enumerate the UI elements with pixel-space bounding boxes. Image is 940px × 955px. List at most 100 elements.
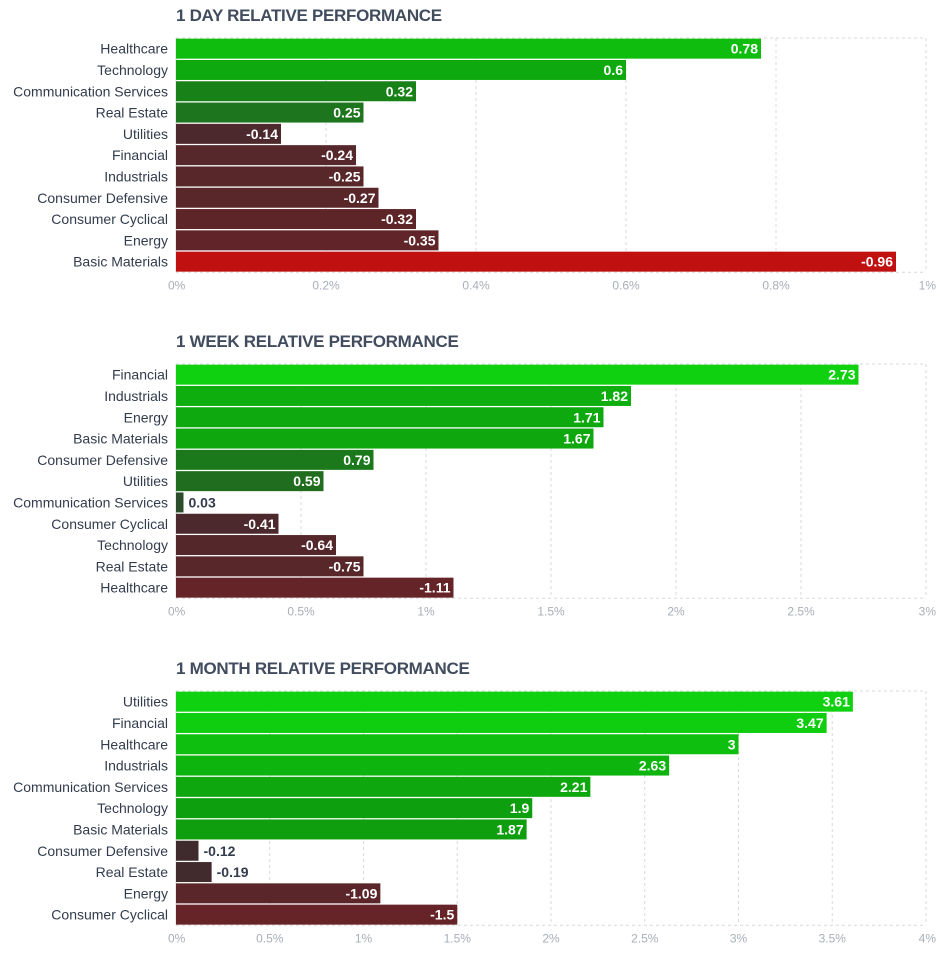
1week-bar <box>176 428 594 449</box>
1week-bar <box>176 577 454 598</box>
chart-panel-1day: 1 DAY RELATIVE PERFORMANCE Healthcare 0.7… <box>0 6 940 302</box>
1week-category-label: Energy <box>124 409 168 425</box>
1month-bar <box>176 904 458 925</box>
1day-category-label: Consumer Defensive <box>37 190 168 206</box>
1week-bar <box>176 449 374 470</box>
1week-value-label: 2.73 <box>828 367 855 383</box>
1day-bar <box>176 38 761 59</box>
1month-category-label: Consumer Cyclical <box>51 907 168 923</box>
1week-category-label: Basic Materials <box>73 431 168 447</box>
1week-tick-label: 2% <box>667 604 685 618</box>
1month-bar <box>176 755 670 776</box>
1week-bar <box>176 385 631 406</box>
1week-category-label: Industrials <box>104 388 168 404</box>
1week-value-label: -0.75 <box>329 558 361 574</box>
1day-category-label: Technology <box>97 62 168 78</box>
1day-bar <box>176 59 626 80</box>
1month-value-label: 3 <box>728 736 736 752</box>
1week-category-label: Healthcare <box>100 580 168 596</box>
chart-title-1week: 1 WEEK RELATIVE PERFORMANCE <box>176 332 459 351</box>
1week-bar <box>176 471 324 492</box>
1month-tick-label: 2% <box>542 931 560 945</box>
1week-value-label: -0.64 <box>301 537 333 553</box>
1month-tick-label: 2.5% <box>631 931 659 945</box>
chart-1day: Healthcare 0.78 Technology 0.6 Communication… <box>13 37 936 292</box>
1day-bar <box>176 209 416 230</box>
1month-tick-label: 4% <box>919 931 937 945</box>
1week-tick-label: 1.5% <box>537 604 565 618</box>
1week-value-label: 1.71 <box>573 409 600 425</box>
1day-tick-label: 0.6% <box>612 278 640 292</box>
1month-tick-label: 1% <box>355 931 373 945</box>
1week-category-label: Financial <box>112 367 168 383</box>
1month-category-label: Communication Services <box>13 779 168 795</box>
1month-value-label: -1.5 <box>430 907 454 923</box>
1week-bar <box>176 364 859 385</box>
1month-tick-label: 0% <box>168 931 186 945</box>
1month-bar <box>176 862 212 883</box>
1week-tick-label: 0.5% <box>287 604 315 618</box>
1month-tick-label: 3% <box>730 931 748 945</box>
1day-value-label: 0.6 <box>604 62 624 78</box>
1week-value-label: 1.67 <box>563 431 590 447</box>
1day-bar <box>176 166 364 187</box>
1month-value-label: -1.09 <box>345 885 377 901</box>
1day-value-label: -0.27 <box>344 190 376 206</box>
1month-bar <box>176 712 827 733</box>
1day-value-label: -0.25 <box>329 168 361 184</box>
1day-value-label: -0.35 <box>404 232 436 248</box>
1day-category-label: Financial <box>112 147 168 163</box>
1day-category-label: Utilities <box>123 126 168 142</box>
1month-bar <box>176 819 527 840</box>
1month-value-label: 2.21 <box>560 779 587 795</box>
1month-category-label: Industrials <box>104 758 168 774</box>
1week-category-label: Consumer Defensive <box>37 452 168 468</box>
1week-tick-label: 2.5% <box>787 604 815 618</box>
1month-category-label: Healthcare <box>100 736 168 752</box>
1week-bar <box>176 513 279 534</box>
chart-panel-1week: 1 WEEK RELATIVE PERFORMANCE Financial 2.7… <box>0 332 940 628</box>
1month-category-label: Energy <box>124 885 168 901</box>
1month-category-label: Real Estate <box>96 864 169 880</box>
1week-category-label: Communication Services <box>13 494 168 510</box>
1day-bar <box>176 187 379 208</box>
1day-category-label: Consumer Cyclical <box>51 211 168 227</box>
1week-category-label: Utilities <box>123 473 168 489</box>
1month-value-label: -0.19 <box>217 864 249 880</box>
1month-bar <box>176 734 739 755</box>
1day-bar <box>176 145 356 166</box>
1month-value-label: 3.47 <box>796 715 823 731</box>
1day-category-label: Industrials <box>104 168 168 184</box>
chart-title-1month: 1 MONTH RELATIVE PERFORMANCE <box>176 659 470 678</box>
1week-tick-label: 3% <box>919 604 937 618</box>
1day-tick-label: 0.4% <box>462 278 490 292</box>
1month-bar <box>176 776 591 797</box>
1week-bar <box>176 556 364 577</box>
chart-panel-1month: 1 MONTH RELATIVE PERFORMANCE Utilities 3.… <box>0 659 940 955</box>
1day-bar <box>176 230 439 251</box>
1month-value-label: 1.9 <box>510 800 530 816</box>
1day-tick-label: 0% <box>168 278 186 292</box>
1day-category-label: Basic Materials <box>73 254 168 270</box>
1month-bar <box>176 691 853 712</box>
1day-bar <box>176 102 364 123</box>
1week-value-label: 0.03 <box>189 494 216 510</box>
1day-category-label: Energy <box>124 232 168 248</box>
1day-value-label: -0.24 <box>321 147 353 163</box>
1month-category-label: Basic Materials <box>73 821 168 837</box>
1day-value-label: -0.32 <box>381 211 413 227</box>
1month-category-label: Utilities <box>123 694 168 710</box>
1week-bar <box>176 407 604 428</box>
1day-bar <box>176 251 896 272</box>
1day-tick-label: 0.8% <box>762 278 790 292</box>
1month-category-label: Financial <box>112 715 168 731</box>
1day-bar <box>176 81 416 102</box>
1day-bar <box>176 123 281 144</box>
1day-tick-label: 0.2% <box>312 278 340 292</box>
1week-category-label: Real Estate <box>96 558 169 574</box>
chart-1week: Financial 2.73 Industrials 1.82 Energy 1.71 Ba… <box>13 363 937 618</box>
1week-value-label: 0.59 <box>293 473 320 489</box>
1week-bar <box>176 492 184 513</box>
1day-category-label: Healthcare <box>100 41 168 57</box>
1month-tick-label: 3.5% <box>819 931 847 945</box>
